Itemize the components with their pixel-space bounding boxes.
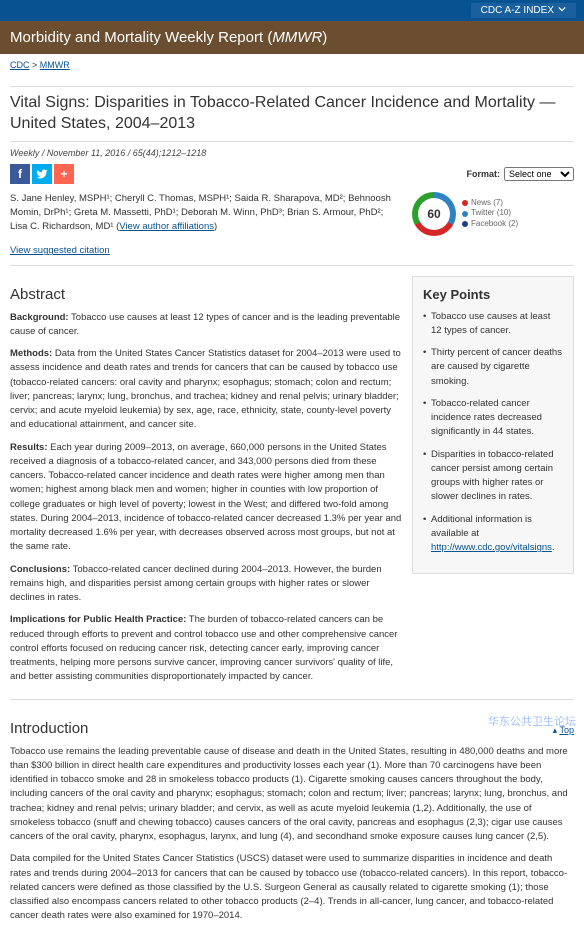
banner-title-em: MMWR: [272, 29, 322, 46]
intro-heading: Introduction: [10, 720, 88, 737]
keypoint-item: Thirty percent of cancer deaths are caus…: [423, 346, 563, 389]
legend-news: News (7): [471, 198, 503, 208]
legend-twitter: Twitter (10): [471, 208, 511, 218]
divider: [10, 265, 574, 266]
dot-icon: [462, 211, 468, 217]
dot-icon: [462, 200, 468, 206]
facebook-icon[interactable]: f: [10, 164, 30, 184]
banner-title-a: Morbidity and Mortality Weekly Report (: [10, 29, 272, 46]
cdc-az-index-label: CDC A-Z INDEX: [481, 5, 554, 16]
abstract-row: Abstract Background: Tobacco use causes …: [10, 272, 574, 693]
breadcrumb: CDC > MMWR: [0, 54, 584, 76]
format-label: Format:: [467, 169, 501, 179]
altmetric-score: 60: [418, 198, 450, 230]
cdc-az-index-button[interactable]: CDC A-Z INDEX: [471, 3, 576, 18]
keypoint-item: Tobacco use causes at least 12 types of …: [423, 310, 563, 339]
abstract-implications: Implications for Public Health Practice:…: [10, 613, 402, 684]
keypoint-item: Disparities in tobacco-related cancer pe…: [423, 448, 563, 505]
top-link-wrap: ▴ Top: [553, 725, 574, 736]
mmwr-banner: Morbidity and Mortality Weekly Report (M…: [0, 21, 584, 54]
authors-block: S. Jane Henley, MSPH¹; Cheryll C. Thomas…: [10, 192, 402, 259]
altmetric-badge[interactable]: 60: [412, 192, 456, 236]
page-title: Vital Signs: Disparities in Tobacco-Rela…: [10, 93, 574, 135]
keypoints-box: Key Points Tobacco use causes at least 1…: [412, 276, 574, 575]
abstract-heading: Abstract: [10, 286, 402, 303]
abstract-methods: Methods: Data from the United States Can…: [10, 347, 402, 433]
banner-title-tail: ): [322, 29, 327, 46]
addthis-icon[interactable]: +: [54, 164, 74, 184]
suggested-citation-link[interactable]: View suggested citation: [10, 245, 110, 256]
social-row: f + Format: Select one: [10, 164, 574, 184]
altmetric-legend: News (7) Twitter (10) Facebook (2): [462, 198, 518, 229]
abstract-results: Results: Each year during 2009–2013, on …: [10, 441, 402, 555]
author-affiliations-link[interactable]: View author affiliations: [119, 221, 214, 232]
divider: [10, 86, 574, 87]
divider: [10, 699, 574, 700]
intro-p2: Data compiled for the United States Canc…: [10, 852, 574, 923]
top-link[interactable]: Top: [559, 725, 574, 735]
author-metric-row: S. Jane Henley, MSPH¹; Cheryll C. Thomas…: [10, 192, 574, 259]
divider: [10, 141, 574, 142]
vitalsigns-link[interactable]: http://www.cdc.gov/vitalsigns: [431, 542, 552, 553]
keypoints-col: Key Points Tobacco use causes at least 1…: [412, 272, 574, 693]
format-selector: Format: Select one: [467, 167, 575, 181]
chevron-down-icon: [558, 5, 566, 16]
twitter-icon[interactable]: [32, 164, 52, 184]
social-icons: f +: [10, 164, 74, 184]
cdc-index-bar: CDC A-Z INDEX: [0, 0, 584, 21]
format-select[interactable]: Select one: [504, 167, 574, 181]
breadcrumb-cdc[interactable]: CDC: [10, 60, 30, 70]
main-content: Vital Signs: Disparities in Tobacco-Rela…: [0, 76, 584, 942]
keypoint-addl: Additional information is available at h…: [423, 513, 563, 556]
caret-up-icon: ▴: [553, 725, 558, 735]
altmetric-block: 60 News (7) Twitter (10) Facebook (2): [412, 192, 574, 259]
keypoint-item: Tobacco-related cancer incidence rates d…: [423, 397, 563, 440]
breadcrumb-mmwr[interactable]: MMWR: [40, 60, 70, 70]
keypoints-heading: Key Points: [423, 287, 563, 302]
legend-facebook: Facebook (2): [471, 219, 518, 229]
intro-p1: Tobacco use remains the leading preventa…: [10, 745, 574, 845]
dot-icon: [462, 221, 468, 227]
dateline: Weekly / November 11, 2016 / 65(44);1212…: [10, 148, 574, 158]
keypoints-list: Tobacco use causes at least 12 types of …: [423, 310, 563, 556]
abstract-background: Background: Tobacco use causes at least …: [10, 311, 402, 340]
abstract-col: Abstract Background: Tobacco use causes …: [10, 272, 402, 693]
abstract-conclusions: Conclusions: Tobacco-related cancer decl…: [10, 563, 402, 606]
